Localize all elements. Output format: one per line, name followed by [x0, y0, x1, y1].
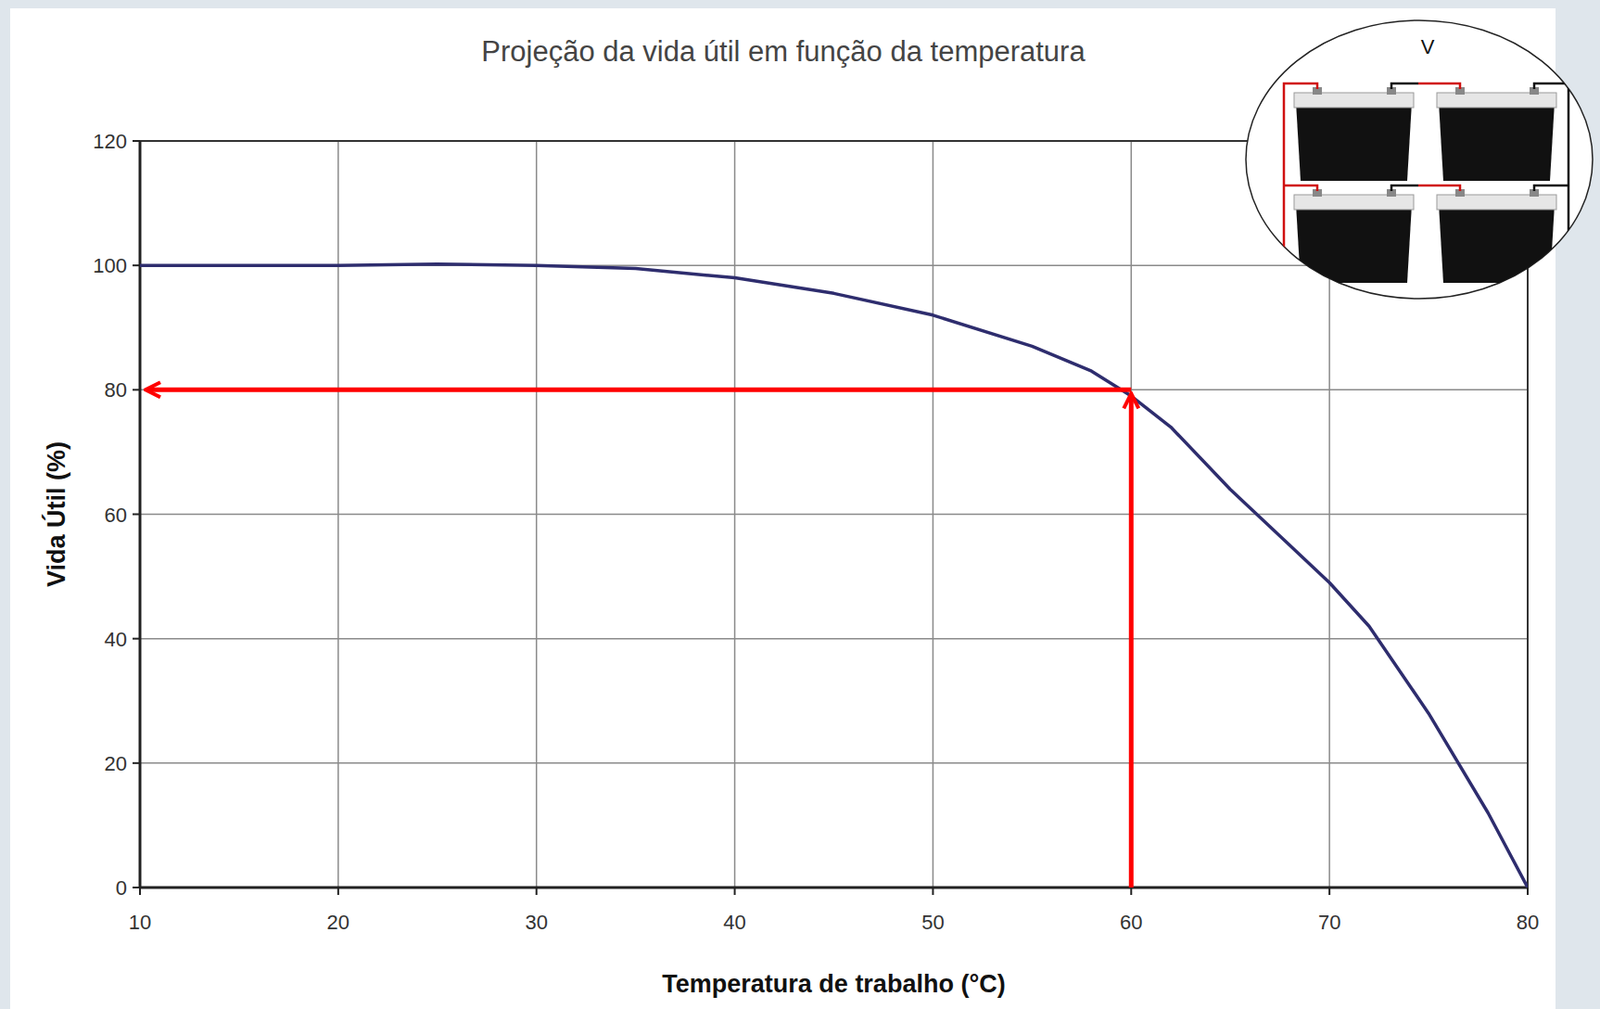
- battery-body: [1295, 203, 1412, 283]
- tick-y: [132, 388, 140, 391]
- tick-x: [139, 887, 141, 895]
- wire-black: [1391, 83, 1419, 89]
- tick-label-x: 70: [1318, 910, 1341, 934]
- wire-black: [1391, 185, 1419, 191]
- inset-frame: [1245, 20, 1593, 299]
- annotation-arrow-up: [1129, 394, 1134, 888]
- grid-line-x: [1130, 140, 1133, 888]
- tick-label-y: 100: [92, 253, 127, 278]
- tick-x: [535, 887, 538, 895]
- annotation-arrow-left: [147, 387, 1131, 393]
- x-axis: [139, 886, 1528, 889]
- tick-x: [1130, 887, 1132, 895]
- tick-x: [337, 887, 340, 895]
- wire-black: [1534, 83, 1569, 243]
- plot-frame: [139, 140, 1528, 888]
- battery-top: [1436, 194, 1557, 210]
- page-bg: [0, 0, 1600, 1009]
- wire-red: [1418, 83, 1461, 89]
- tick-y: [132, 886, 140, 889]
- title: Projeção da vida útil em função da tempe…: [481, 35, 1086, 68]
- tick-label-x: 60: [1119, 910, 1143, 934]
- tick-label-y: 80: [104, 378, 127, 402]
- wire-red: [1418, 185, 1461, 191]
- grid-line-y: [139, 513, 1528, 516]
- y-axis-title: Vida Útil (%): [41, 441, 71, 587]
- tick-y: [132, 513, 140, 516]
- card: [10, 8, 1556, 1009]
- tick-x: [734, 887, 737, 895]
- tick-label-y: 20: [104, 751, 127, 775]
- battery-body: [1295, 101, 1412, 181]
- battery-top: [1436, 92, 1557, 108]
- tick-label-x: 30: [524, 910, 547, 934]
- tick-label-x: 50: [921, 910, 944, 934]
- tick-x: [1526, 887, 1529, 895]
- wire-red: [1283, 83, 1318, 316]
- tick-label-y: 120: [92, 129, 127, 153]
- tick-label-y: 60: [104, 503, 127, 527]
- battery-body: [1438, 203, 1555, 283]
- inset: V: [1245, 20, 1593, 316]
- tick-y: [132, 637, 140, 640]
- battery-top: [1294, 92, 1414, 108]
- tick-label-y: 0: [115, 876, 127, 900]
- battery-body: [1438, 101, 1555, 181]
- tick-y: [132, 761, 140, 764]
- tick-y: [132, 264, 140, 267]
- tick-label-x: 80: [1516, 910, 1539, 934]
- grid-line-y: [139, 637, 1528, 640]
- chart: 0 20 40 60 80 100 120 10 20 30 40 50 60 70 80 Projeção …: [0, 0, 1600, 1009]
- inset-label: V: [1421, 35, 1435, 59]
- battery-top: [1294, 194, 1414, 210]
- plot-area: [139, 264, 1528, 888]
- grid-line-y: [139, 761, 1528, 764]
- tick-label-x: 40: [723, 910, 746, 934]
- tick-label-y: 40: [104, 627, 127, 651]
- data-line: [139, 264, 1528, 888]
- tick-label-x: 20: [327, 910, 350, 934]
- tick-x: [1328, 887, 1331, 895]
- grid-line-y: [139, 389, 1528, 392]
- tick-x: [931, 887, 934, 895]
- x-axis-title: Temperatura de trabalho (°C): [661, 969, 1005, 998]
- tick-y: [132, 139, 140, 142]
- grid-line-y: [139, 886, 1528, 889]
- tick-label-x: 10: [128, 910, 152, 934]
- inset-content: [1283, 83, 1569, 316]
